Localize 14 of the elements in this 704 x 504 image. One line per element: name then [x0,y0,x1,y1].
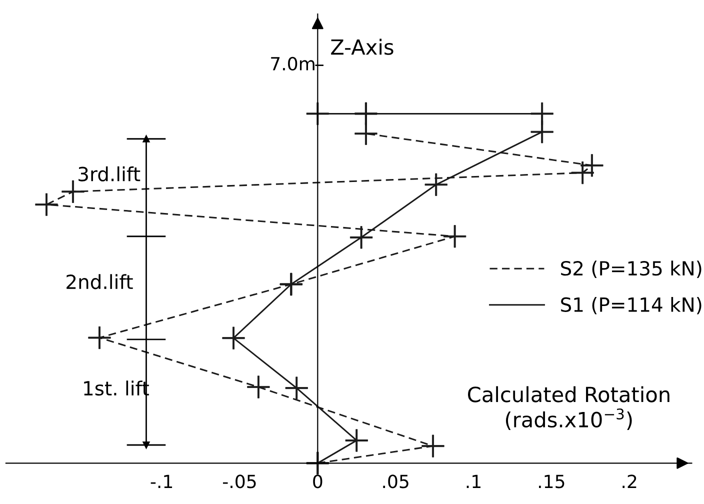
x-tick-label: .15 [538,474,564,488]
annotation: 2nd.lift [66,274,133,290]
x-tick-label: 0 [313,474,322,488]
legend-label: S2 (P=135 kN) [561,260,702,278]
x-tick-label: .05 [383,474,408,488]
legend-label: S1 (P=114 kN) [561,296,702,314]
x-axis-title: Calculated Rotation (rads.x10$^{−3}$) [468,386,670,430]
x-tick-label: -.1 [150,474,172,488]
x-tick-label: .1 [466,474,480,488]
x-tick-label: .2 [622,474,636,488]
annotation: 3rd.lift [78,166,140,182]
y-axis-title: Z-Axis [331,38,394,55]
text: 7.0m [271,56,314,71]
x-tick-label: -.05 [223,474,256,488]
